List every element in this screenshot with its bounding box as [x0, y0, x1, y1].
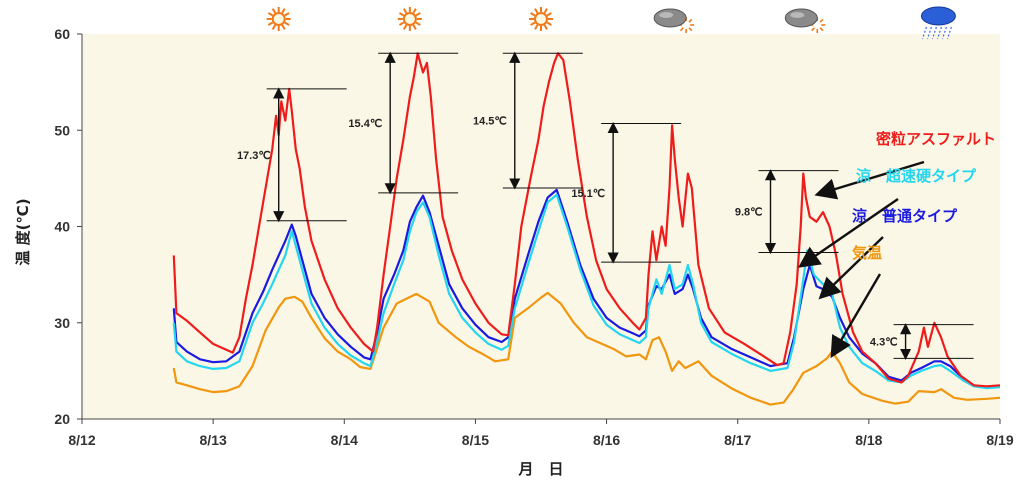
sun-ray: [271, 24, 277, 30]
x-tick-label: 8/17: [724, 432, 751, 448]
sun-ray: [284, 21, 290, 26]
x-tick-labels: 8/12 8/13 8/14 8/15 8/16 8/17 8/18 8/19: [68, 419, 1014, 448]
sun-icon: [397, 7, 422, 31]
cloud-sun-icon: [653, 8, 695, 33]
sun-icon: [266, 7, 291, 31]
legend-label: 気温: [852, 244, 882, 262]
sun-ray: [819, 27, 824, 32]
annotation-label: 9.8℃: [735, 207, 763, 219]
cloud-shape: [784, 8, 818, 28]
y-tick-label: 60: [54, 26, 70, 42]
legend-label: 密粒アスファルト: [876, 130, 996, 148]
sun-ray: [412, 8, 417, 14]
sun-disc: [271, 12, 286, 26]
x-tick-label: 8/16: [593, 432, 620, 448]
sun-ray: [546, 12, 552, 17]
legend-label: 涼 超速硬タイプ: [856, 167, 977, 185]
annotation-label: 4.3℃: [870, 337, 898, 349]
x-tick-label: 8/19: [986, 432, 1013, 448]
legend-pointer-arrow: [814, 160, 925, 200]
sun-ray: [284, 12, 290, 17]
sun-ray: [688, 18, 693, 23]
x-tick-label: 8/14: [331, 432, 358, 448]
annotation-label: 17.3℃: [237, 150, 271, 162]
sun-ray: [530, 21, 536, 26]
sun-ray: [811, 27, 816, 32]
sun-ray: [534, 8, 539, 14]
sun-ray: [543, 8, 548, 14]
sun-ray: [267, 12, 274, 17]
sun-ray: [281, 24, 286, 30]
rain-cloud-shape: [920, 6, 956, 26]
series-line: [172, 52, 1001, 388]
sun-ray: [281, 8, 286, 14]
series-line: [172, 291, 1001, 406]
annotation-label: 15.1℃: [571, 188, 605, 200]
rain-cloud-icon: [920, 6, 956, 40]
y-tick-labels: 20 30 40 50 60: [54, 26, 82, 427]
legend-label: 涼 普通タイプ: [852, 207, 958, 225]
sun-ray: [402, 8, 408, 14]
sun-ray: [267, 21, 274, 26]
cloud-highlight: [659, 12, 674, 18]
sun-ray: [412, 24, 417, 30]
legend-pointer-arrow: [798, 198, 899, 268]
cloud-sun-icon: [784, 8, 826, 33]
series-line: [172, 188, 1001, 389]
legend-pointer-arrow: [830, 273, 882, 359]
x-tick-label: 8/12: [68, 432, 95, 448]
legend-pointer-arrow: [818, 236, 884, 300]
y-tick-label: 20: [54, 411, 70, 427]
cloud-shape: [653, 8, 687, 28]
weather-icons: [266, 6, 956, 40]
sun-ray: [398, 21, 405, 26]
sun-ray: [271, 8, 277, 14]
sun-ray: [415, 21, 421, 26]
annotation-label: 15.4℃: [348, 118, 382, 130]
y-tick-label: 40: [54, 219, 70, 235]
sun-ray: [688, 27, 693, 32]
x-axis-title: 月 日: [517, 460, 563, 478]
sun-ray: [398, 12, 405, 17]
series-lines: [172, 52, 1001, 406]
sun-disc: [402, 12, 417, 26]
annotation-label: 14.5℃: [473, 116, 507, 128]
sun-ray: [534, 24, 539, 30]
y-axis-title: 温 度(℃): [14, 198, 32, 265]
x-tick-label: 8/18: [855, 432, 882, 448]
y-tick-label: 50: [54, 122, 70, 138]
sun-ray: [679, 27, 684, 32]
sun-ray: [415, 12, 421, 17]
difference-annotations: 17.3℃ 15.4℃ 14.5℃ 15.1℃ 9.8℃ 4.3℃: [237, 51, 974, 360]
y-tick-label: 30: [54, 315, 70, 331]
sun-ray: [819, 18, 824, 23]
sun-ray: [546, 21, 552, 26]
cloud-highlight: [790, 12, 805, 18]
series-line: [172, 193, 1001, 390]
sun-ray: [543, 24, 548, 30]
sun-icon: [529, 7, 553, 31]
sun-ray: [530, 12, 536, 17]
x-tick-label: 8/13: [200, 432, 227, 448]
x-tick-label: 8/15: [462, 432, 489, 448]
sun-disc: [534, 12, 548, 26]
sun-ray: [402, 24, 408, 30]
